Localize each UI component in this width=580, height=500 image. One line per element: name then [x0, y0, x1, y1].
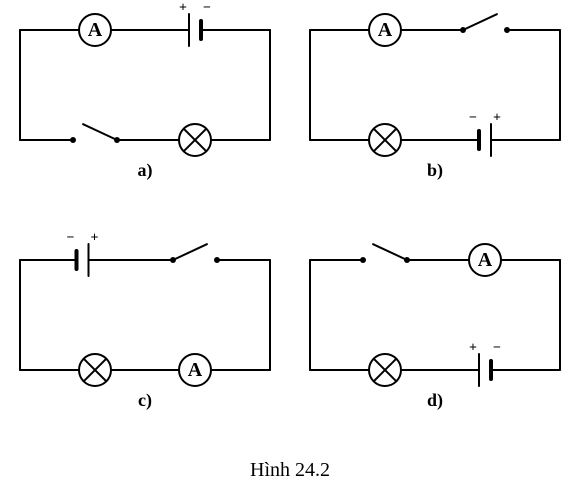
circuit-a: A + − a)	[20, 1, 270, 182]
svg-text:A: A	[378, 19, 393, 41]
label-b: b)	[427, 160, 443, 181]
svg-text:+: +	[469, 341, 477, 356]
svg-text:A: A	[188, 359, 203, 381]
circuit-d: A + − d)	[310, 244, 560, 411]
svg-text:−: −	[469, 111, 477, 126]
circuit-b: A − + b)	[310, 14, 560, 181]
svg-text:+: +	[91, 231, 99, 246]
svg-text:−: −	[203, 1, 211, 16]
svg-text:A: A	[88, 19, 103, 41]
svg-text:A: A	[478, 249, 493, 271]
figure-caption: Hình 24.2	[250, 459, 330, 481]
svg-text:+: +	[179, 1, 187, 16]
label-a: a)	[138, 160, 153, 181]
svg-text:+: +	[493, 111, 501, 126]
label-c: c)	[138, 390, 152, 411]
label-d: d)	[427, 390, 443, 411]
svg-text:−: −	[67, 231, 75, 246]
svg-text:−: −	[493, 341, 501, 356]
circuit-c: − + Ac)	[20, 231, 270, 412]
